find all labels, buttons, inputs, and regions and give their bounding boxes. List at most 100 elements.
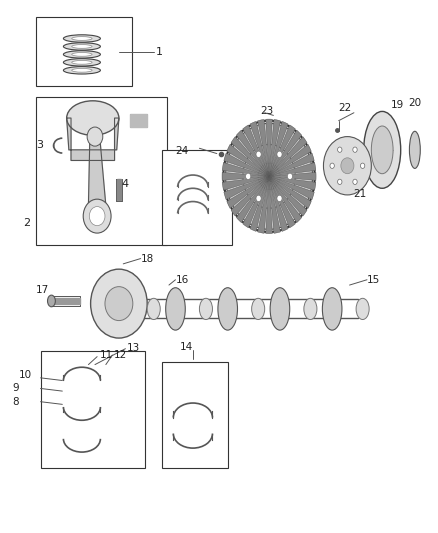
Text: 5: 5 (239, 176, 246, 187)
Ellipse shape (64, 43, 100, 50)
Text: 20: 20 (408, 98, 421, 108)
Wedge shape (269, 119, 280, 176)
Circle shape (277, 151, 282, 158)
Polygon shape (117, 179, 120, 200)
Ellipse shape (322, 288, 342, 330)
Text: 10: 10 (19, 370, 32, 380)
Ellipse shape (166, 288, 185, 330)
Circle shape (360, 163, 365, 168)
Polygon shape (130, 114, 147, 126)
Wedge shape (269, 153, 314, 176)
Wedge shape (258, 119, 269, 176)
Text: 11: 11 (99, 350, 113, 360)
Wedge shape (250, 176, 269, 231)
Circle shape (338, 147, 342, 152)
Text: 3: 3 (36, 140, 43, 150)
Circle shape (91, 269, 147, 338)
Wedge shape (237, 176, 269, 223)
FancyBboxPatch shape (162, 362, 228, 468)
Wedge shape (227, 144, 269, 176)
Wedge shape (231, 176, 269, 216)
Circle shape (323, 136, 371, 195)
Wedge shape (223, 163, 269, 176)
Wedge shape (269, 122, 288, 176)
Wedge shape (269, 176, 311, 208)
Text: 4: 4 (121, 179, 128, 189)
Ellipse shape (304, 298, 317, 319)
Circle shape (89, 207, 105, 225)
Wedge shape (222, 172, 269, 180)
Ellipse shape (72, 53, 92, 56)
Wedge shape (269, 136, 307, 176)
Wedge shape (269, 176, 307, 216)
FancyBboxPatch shape (36, 17, 132, 86)
Ellipse shape (147, 298, 160, 319)
Text: 18: 18 (141, 254, 154, 263)
Circle shape (243, 144, 295, 208)
Ellipse shape (199, 298, 212, 319)
Wedge shape (258, 176, 269, 233)
Wedge shape (269, 125, 295, 176)
Circle shape (341, 158, 354, 174)
Polygon shape (51, 298, 80, 304)
Text: 19: 19 (391, 100, 404, 110)
Circle shape (330, 163, 334, 168)
Wedge shape (231, 136, 269, 176)
Text: 2: 2 (23, 218, 30, 228)
Text: 7: 7 (239, 203, 246, 213)
FancyBboxPatch shape (41, 351, 145, 468)
Circle shape (226, 123, 313, 229)
Wedge shape (250, 122, 269, 176)
Wedge shape (243, 176, 269, 228)
Ellipse shape (64, 59, 100, 66)
Wedge shape (269, 130, 302, 176)
Ellipse shape (356, 298, 369, 319)
Text: 14: 14 (180, 342, 193, 352)
Wedge shape (237, 130, 269, 176)
Circle shape (256, 151, 261, 158)
Wedge shape (266, 176, 272, 233)
Ellipse shape (64, 51, 100, 58)
Text: 6: 6 (239, 190, 246, 200)
Circle shape (105, 287, 133, 320)
Circle shape (246, 173, 251, 180)
Text: 12: 12 (114, 350, 127, 360)
Ellipse shape (72, 45, 92, 49)
Circle shape (287, 173, 293, 180)
Wedge shape (269, 176, 316, 190)
Polygon shape (67, 118, 119, 160)
Wedge shape (227, 176, 269, 208)
Ellipse shape (371, 126, 393, 174)
Circle shape (338, 179, 342, 184)
Text: 22: 22 (338, 103, 351, 114)
Ellipse shape (67, 101, 119, 135)
Text: 15: 15 (367, 274, 380, 285)
Wedge shape (243, 125, 269, 176)
Wedge shape (269, 176, 295, 228)
Circle shape (258, 163, 280, 190)
Ellipse shape (64, 35, 100, 42)
Wedge shape (269, 176, 314, 200)
Circle shape (353, 179, 357, 184)
Circle shape (256, 195, 261, 201)
Text: 23: 23 (260, 106, 274, 116)
Ellipse shape (252, 298, 265, 319)
Ellipse shape (72, 61, 92, 64)
Wedge shape (224, 176, 269, 200)
Circle shape (83, 199, 111, 233)
Wedge shape (223, 176, 269, 190)
Text: 17: 17 (36, 285, 49, 295)
Text: 24: 24 (176, 146, 189, 156)
Ellipse shape (72, 37, 92, 41)
Ellipse shape (64, 67, 100, 74)
Text: 21: 21 (353, 189, 366, 199)
FancyBboxPatch shape (162, 150, 232, 245)
Wedge shape (266, 119, 272, 176)
Ellipse shape (410, 131, 420, 168)
Wedge shape (269, 163, 316, 176)
Text: 8: 8 (12, 397, 19, 407)
FancyBboxPatch shape (36, 97, 167, 245)
Polygon shape (88, 142, 106, 206)
Wedge shape (269, 144, 311, 176)
Wedge shape (269, 176, 280, 233)
